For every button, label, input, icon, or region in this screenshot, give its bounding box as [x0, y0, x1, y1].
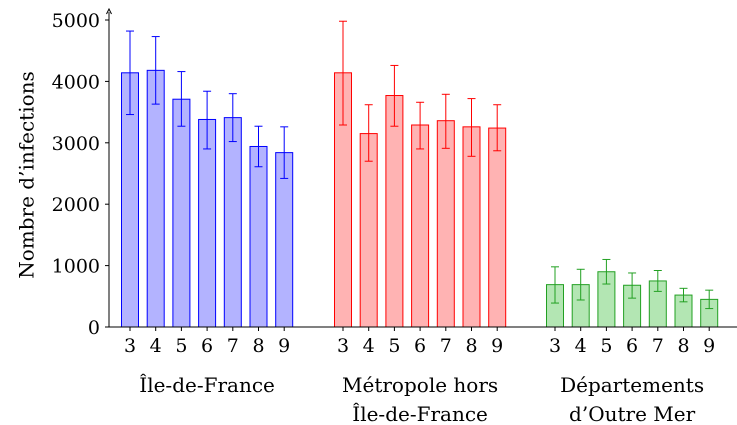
x-tick-label: 4	[150, 335, 162, 357]
x-tick-label: 6	[201, 335, 213, 357]
bar	[146, 69, 165, 328]
y-tick-label: 2000	[52, 194, 100, 216]
x-tick-label: 8	[677, 335, 689, 357]
y-tick-label: 5000	[52, 10, 100, 32]
group-label: Départements	[560, 373, 704, 397]
group-label: d’Outre Mer	[569, 402, 696, 425]
x-tick-label: 9	[491, 335, 503, 357]
x-tick-label: 5	[175, 335, 187, 357]
group-label: Métropole hors	[342, 373, 498, 397]
bar	[462, 126, 481, 328]
x-tick-label: 9	[278, 335, 290, 357]
y-axis-title: Nombre d’infections	[15, 71, 39, 279]
x-tick-label: 7	[652, 335, 664, 357]
group-label: Île-de-France	[139, 373, 275, 397]
y-tick-label: 3000	[52, 133, 100, 155]
x-tick-label: 6	[626, 335, 638, 357]
y-tick-label: 4000	[52, 71, 100, 93]
bar	[488, 127, 507, 328]
x-tick-label: 8	[252, 335, 264, 357]
x-tick-label: 4	[575, 335, 587, 357]
x-tick-label: 9	[703, 335, 715, 357]
x-tick-label: 3	[549, 335, 561, 357]
x-tick-label: 6	[414, 335, 426, 357]
bar	[172, 98, 191, 328]
x-tick-label: 3	[124, 335, 136, 357]
x-tick-label: 3	[337, 335, 349, 357]
bar	[411, 124, 430, 328]
x-tick-label: 8	[465, 335, 477, 357]
y-tick-label: 0	[88, 317, 100, 339]
x-tick-label: 7	[227, 335, 239, 357]
bar	[223, 117, 242, 328]
x-tick-label: 5	[388, 335, 400, 357]
bar	[359, 133, 378, 328]
x-tick-label: 7	[440, 335, 452, 357]
y-tick-label: 1000	[52, 256, 100, 278]
x-tick-label: 4	[363, 335, 375, 357]
bar	[198, 118, 217, 328]
bar	[436, 120, 455, 328]
x-tick-label: 5	[600, 335, 612, 357]
bar	[249, 145, 268, 328]
bar	[385, 95, 404, 328]
group-label: Île-de-France	[352, 402, 488, 425]
y-axis-arrow-icon	[106, 7, 112, 15]
